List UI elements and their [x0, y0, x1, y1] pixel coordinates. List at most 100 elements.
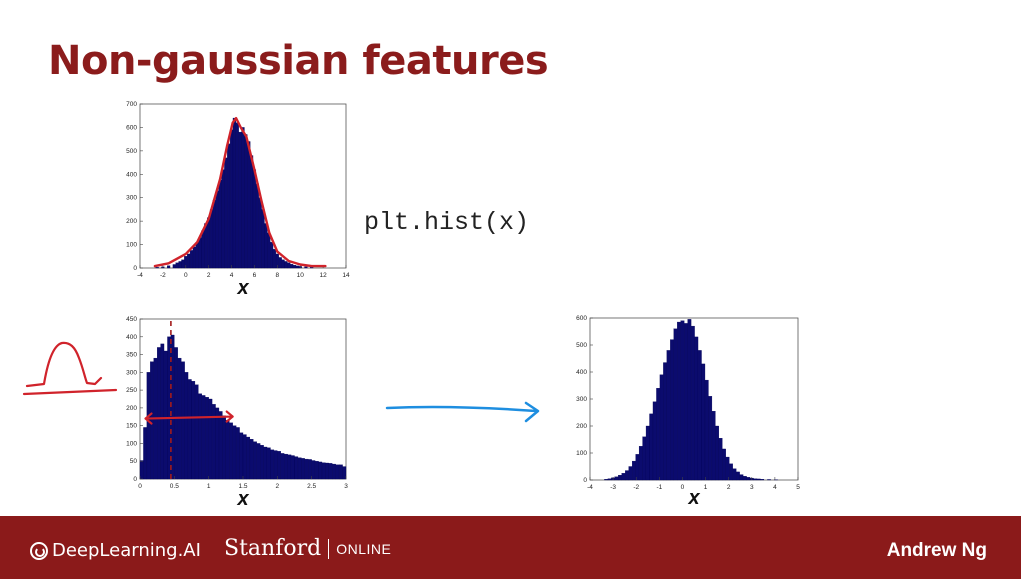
histogram-bar [189, 250, 194, 269]
x-tick-label: 5 [796, 484, 800, 491]
x-tick-label: -2 [160, 272, 166, 279]
y-tick-label: 100 [126, 440, 137, 447]
histogram-bar [278, 257, 282, 269]
histogram-bar [209, 209, 214, 269]
histogram-bar [253, 441, 257, 480]
histogram-bar [249, 439, 254, 480]
histogram-bar [258, 197, 262, 269]
histogram-bar [697, 350, 702, 481]
histogram-bar [318, 461, 323, 480]
y-tick-label: 0 [583, 477, 587, 484]
histogram-bar [687, 319, 692, 481]
histogram-bar [267, 232, 271, 269]
histogram-bar [304, 266, 308, 269]
y-tick-label: 500 [126, 148, 137, 155]
y-tick-label: 100 [576, 450, 587, 457]
histogram-bar [198, 393, 202, 480]
histogram-bar [673, 328, 678, 481]
histogram-bar [215, 407, 220, 480]
histogram-bar [642, 436, 647, 481]
histogram-bar [143, 427, 148, 480]
y-tick-label: 200 [126, 405, 137, 412]
histogram-bar [229, 422, 233, 480]
footer-bar: DeepLearning.AI Stanford ONLINE Andrew N… [0, 516, 1021, 579]
brand-name: DeepLearning.AI [52, 540, 201, 561]
stanford-online-logo: Stanford ONLINE [224, 536, 391, 561]
x-tick-label: 2 [207, 272, 211, 279]
y-tick-label: 200 [126, 218, 137, 225]
histogram-bar [215, 190, 219, 269]
histogram-gaussian: -4 -2 0 2 4 6 8 10 12 14 0 100 200 300 400 500 600 700 x [126, 101, 350, 299]
histogram-bar [656, 388, 661, 481]
histogram-bar [174, 347, 178, 480]
x-tick-label: 1.5 [238, 483, 247, 490]
x-tick-label: 0 [138, 483, 142, 490]
histogram-bar [270, 449, 275, 480]
histogram-bar [284, 261, 288, 269]
histogram-bar [205, 397, 209, 480]
histogram-bar [239, 432, 244, 480]
histogram-bar [242, 434, 247, 480]
histogram-bar [701, 363, 706, 481]
x-tick-label: 12 [319, 272, 327, 279]
histogram-bar [235, 427, 240, 480]
histogram-bar [272, 249, 277, 269]
histogram-bar [753, 478, 758, 481]
histogram-bar [252, 169, 257, 269]
histogram-bar [212, 199, 216, 269]
x-tick-label: 3 [344, 483, 348, 490]
histogram-bar [263, 446, 268, 480]
histogram-bar [290, 455, 295, 480]
histogram-bar [157, 347, 161, 480]
histogram-bar [181, 259, 185, 269]
histogram-bar [264, 223, 268, 269]
histogram-bar [739, 474, 744, 481]
y-tick-label: 300 [126, 195, 137, 202]
histogram-bar [284, 453, 288, 480]
histogram-bar [311, 460, 316, 480]
histogram-bar [244, 134, 248, 269]
histogram-bar [229, 129, 234, 269]
histogram-bar [638, 446, 643, 481]
y-tick-label: 0 [133, 265, 137, 272]
histogram-bar [321, 462, 326, 480]
x-axis-label: x [687, 487, 700, 509]
histogram-bar [332, 463, 336, 480]
x-axis-label: x [236, 277, 249, 299]
histogram-bar [201, 230, 205, 269]
histogram-bar [266, 447, 271, 480]
histogram-bar [221, 169, 225, 269]
histogram-bar [207, 217, 211, 269]
histogram-bar [211, 404, 216, 480]
y-tick-label: 50 [130, 458, 138, 465]
histogram-bar [607, 478, 612, 481]
histogram-bar [139, 460, 144, 480]
histogram-bar [649, 413, 654, 481]
histogram-bar [604, 479, 609, 481]
histogram-bar [690, 325, 695, 481]
histogram-bar [160, 343, 165, 480]
histogram-bar [614, 476, 619, 481]
gaussian-fit-curve [153, 116, 327, 268]
y-tick-label: 150 [126, 423, 137, 430]
histogram-bar [225, 420, 230, 480]
histogram-bar [632, 460, 636, 481]
y-tick-label: 700 [126, 101, 137, 108]
x-tick-label: 3 [750, 484, 754, 491]
slide-title: Non-gaussian features [48, 38, 549, 84]
histogram-bar [328, 463, 333, 480]
y-tick-label: 350 [126, 352, 137, 359]
x-tick-label: -1 [656, 484, 662, 491]
histogram-bar [273, 450, 278, 480]
histogram-bar [670, 339, 674, 481]
histogram-bar [732, 468, 737, 481]
histogram-bar [194, 384, 199, 480]
histogram-bar [187, 379, 192, 480]
x-tick-label: 1 [704, 484, 708, 491]
y-tick-label: 450 [126, 316, 137, 323]
histogram-bar [704, 379, 709, 481]
histogram-skewed: 0 0.5 1 1.5 2 2.5 3 0 50 100 150 200 250 300 350 400 450… [126, 316, 348, 510]
histogram-bar [742, 476, 747, 481]
x-tick-label: -4 [587, 484, 593, 491]
histogram-transformed: -4 -3 -2 -1 0 1 2 3 4 5 0 100 200 300 400 500 600 x [576, 315, 800, 509]
